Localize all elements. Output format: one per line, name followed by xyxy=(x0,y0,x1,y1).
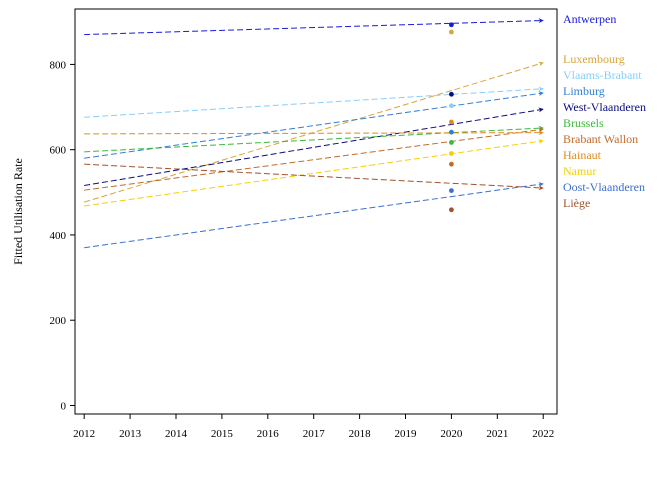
x-tick-label: 2017 xyxy=(303,428,326,440)
y-tick-label: 400 xyxy=(50,230,67,242)
data-point xyxy=(449,151,454,156)
data-point xyxy=(449,119,454,125)
series-label: Oost-Vlaanderen xyxy=(563,180,645,194)
series-label: Hainaut xyxy=(563,148,602,162)
series-line xyxy=(84,138,544,207)
y-axis-label: Fitted Utilisation Rate xyxy=(11,158,25,265)
series-label: Namur xyxy=(563,164,596,178)
series-line xyxy=(84,125,544,153)
series-label: Brabant Wallon xyxy=(563,132,638,146)
x-tick-label: 2019 xyxy=(395,428,418,440)
plot-frame xyxy=(74,8,558,415)
series-line xyxy=(84,163,544,191)
series-line xyxy=(84,86,544,118)
x-tick-label: 2018 xyxy=(349,428,372,440)
x-tick-label: 2022 xyxy=(532,428,554,440)
x-tick-label: 2021 xyxy=(486,428,508,440)
x-tick-label: 2015 xyxy=(211,428,234,440)
x-tick-label: 2020 xyxy=(440,428,463,440)
x-tick-label: 2014 xyxy=(165,428,188,440)
y-tick-label: 200 xyxy=(50,315,67,327)
data-point xyxy=(449,91,454,97)
series-label: Liège xyxy=(563,196,590,210)
y-tick-label: 800 xyxy=(50,59,67,71)
data-point xyxy=(449,29,454,35)
series-line xyxy=(84,107,544,186)
data-point xyxy=(449,103,454,109)
data-point xyxy=(449,129,454,135)
series-label: Brussels xyxy=(563,116,604,130)
data-point xyxy=(449,140,454,145)
series-line xyxy=(84,18,544,36)
series-label: Antwerpen xyxy=(563,12,616,26)
x-tick-label: 2013 xyxy=(119,428,142,440)
x-tick-label: 2012 xyxy=(73,428,95,440)
series-line xyxy=(84,181,544,249)
y-tick-label: 0 xyxy=(61,400,67,412)
data-point xyxy=(449,188,454,194)
series-label: Limburg xyxy=(563,84,605,98)
series-line xyxy=(84,61,544,203)
data-point xyxy=(449,22,454,28)
series-line xyxy=(84,130,544,136)
y-tick-label: 600 xyxy=(50,145,67,157)
series-line xyxy=(84,127,544,191)
series-label: Vlaams-Brabant xyxy=(563,68,642,82)
data-point xyxy=(449,207,454,213)
series-label: Luxembourg xyxy=(563,52,625,66)
x-tick-label: 2016 xyxy=(257,428,280,440)
series-label: West-Vlaanderen xyxy=(563,100,646,114)
data-point xyxy=(449,161,454,167)
